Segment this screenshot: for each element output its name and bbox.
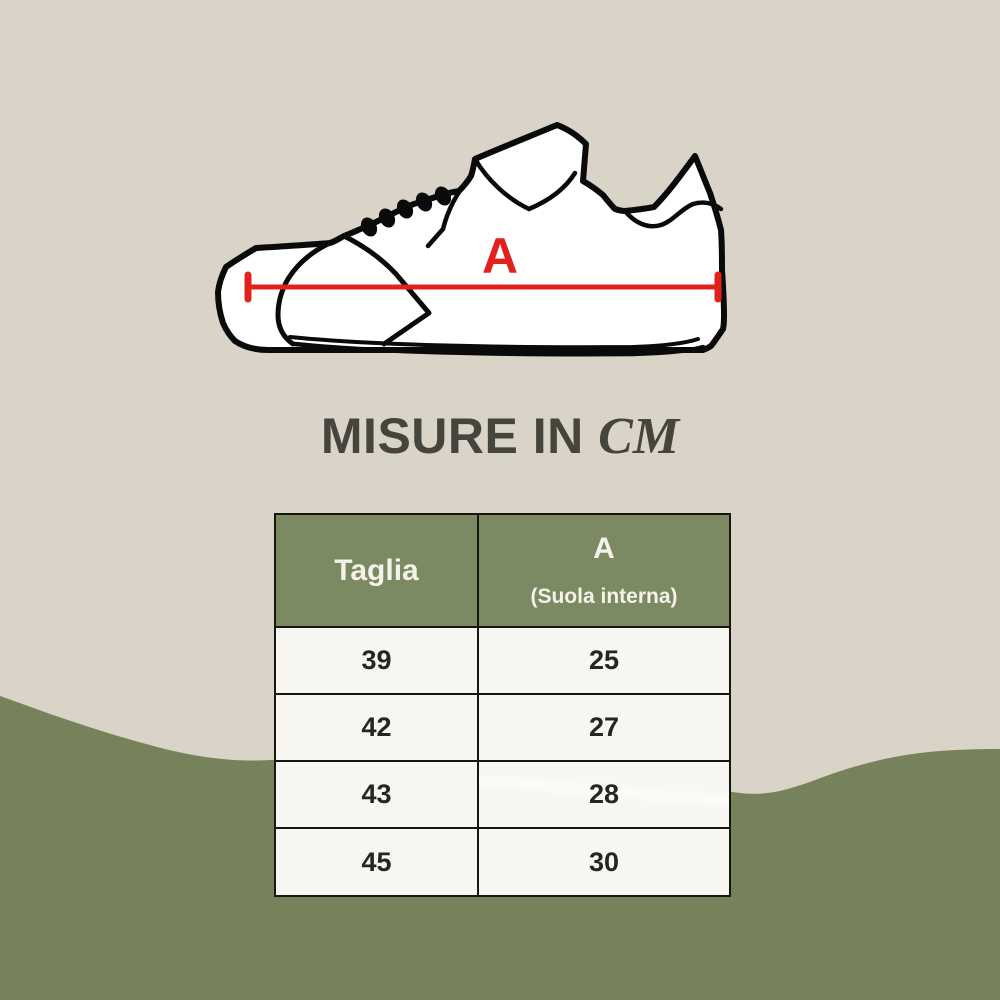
svg-text:A: A [482,228,518,284]
